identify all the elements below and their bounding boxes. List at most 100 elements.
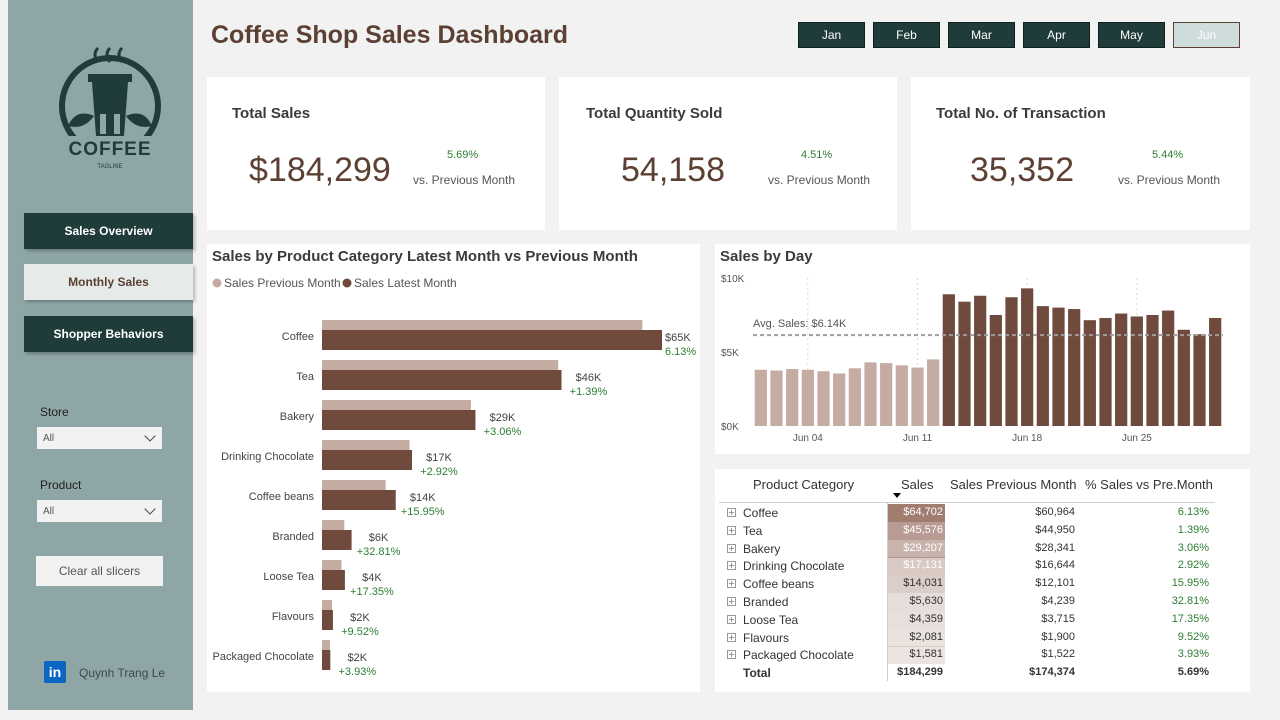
bar-change-label: +1.39% [570,386,608,398]
expand-icon[interactable] [727,561,736,571]
bar-value-label: $4K [362,572,382,584]
month-button-apr[interactable]: Apr [1023,22,1090,48]
cell-category: Flavours [743,630,790,645]
expand-icon[interactable] [727,614,736,624]
cell-sales-previous: $44,950 [1035,523,1075,536]
daily-sales-chart: $0K $5K $10K Jun 04 Jun 11 Jun 18 Jun 25 Avg. S… [721,274,1223,444]
bar-value-label: $46K [576,372,602,384]
legend-marker-latest [342,278,352,288]
column-divider [887,503,888,681]
table-row: Branded $5,630 $4,239 32.81% [719,593,1219,611]
cell-pct-change: 17.35% [1171,612,1209,625]
bar-latest-month [322,410,476,430]
store-slicer-label: Store [40,405,69,419]
expand-icon[interactable] [727,579,736,589]
cell-sales: $5,630 [887,593,945,611]
day-bar [1177,329,1190,426]
cell-pct-change: 3.93% [1177,648,1209,661]
bar-latest-month [322,330,662,350]
cell-total-label: Total [743,666,771,681]
header-divider [719,502,1215,503]
legend-label-latest: Sales Latest Month [354,276,457,290]
cell-category: Coffee [743,506,779,520]
cell-total-pct: 5.69% [1177,666,1209,679]
cell-sales-previous: $16,644 [1035,559,1075,572]
month-button-jun[interactable]: Jun [1173,22,1240,48]
bar-previous-month [322,640,330,650]
expand-icon[interactable] [727,543,736,553]
table-row: Drinking Chocolate $17,131 $16,644 2.92% [719,557,1219,576]
cell-sales: $1,581 [887,646,945,665]
bar-latest-month [322,490,396,510]
month-button-mar[interactable]: Mar [948,22,1015,48]
day-bar [958,301,971,426]
svg-text:COFFEE: COFFEE [68,139,151,160]
kpi-change: 4.51% [801,149,833,161]
sort-descending-icon[interactable] [893,493,901,498]
cell-total-sales: $184,299 [897,666,943,679]
bar-latest-month [322,650,331,670]
expand-icon[interactable] [727,597,736,606]
store-dropdown[interactable]: All [37,427,162,449]
expand-icon[interactable] [727,650,736,660]
table-total-row: Total $184,299 $174,374 5.69% [719,664,1219,682]
clear-slicers-button[interactable]: Clear all slicers [36,556,163,586]
expand-icon[interactable] [727,508,736,517]
header-sales[interactable]: Sales [901,477,934,492]
cell-pct-change: 2.92% [1177,559,1209,572]
header-sales-previous-month[interactable]: Sales Previous Month [950,477,1077,492]
chevron-down-icon [144,430,156,442]
bar-previous-month [322,360,559,370]
coffee-logo: COFFEE TAGLINE [58,46,162,170]
month-button-may[interactable]: May [1098,22,1165,48]
legend-marker-previous [212,278,222,288]
month-button-jan[interactable]: Jan [798,22,865,48]
bar-latest-month [322,370,562,390]
cell-pct-change: 32.81% [1171,595,1209,607]
product-dropdown[interactable]: All [37,500,162,522]
cell-sales-previous: $28,341 [1035,541,1075,554]
sidebar: COFFEE TAGLINE Sales Overview Monthly Sa… [8,0,193,710]
cell-sales: $4,359 [887,610,945,629]
month-button-feb[interactable]: Feb [873,22,940,48]
day-bar [942,294,955,426]
day-bar [974,295,987,426]
nav-shopper-behaviors[interactable]: Shopper Behaviors [24,316,193,352]
day-bar [1036,306,1049,426]
header-product-category[interactable]: Product Category [753,477,855,492]
kpi-note: vs. Previous Month [1118,173,1221,187]
category-label: Packaged Chocolate [212,651,314,663]
nav-sales-overview[interactable]: Sales Overview [24,213,193,249]
header-pct-change[interactable]: % Sales vs Pre.Month [1085,477,1213,492]
expand-icon[interactable] [727,632,736,642]
svg-text:TAGLINE: TAGLINE [97,164,122,170]
cell-category: Bakery [743,541,781,556]
day-bar [1021,288,1034,426]
table-row: Tea $45,576 $44,950 1.39% [719,521,1219,540]
cell-pct-change: 15.95% [1171,577,1209,590]
linkedin-icon[interactable]: in [44,661,66,683]
day-bar [911,367,924,426]
day-bar [833,373,846,426]
expand-icon[interactable] [727,525,736,535]
nav-monthly-sales[interactable]: Monthly Sales [24,264,193,300]
cell-sales-previous: $60,964 [1035,506,1075,518]
category-label: Bakery [280,411,315,423]
bar-previous-month [322,400,471,410]
category-chart-title: Sales by Product Category Latest Month v… [212,248,638,265]
cell-total-previous: $174,374 [1029,666,1075,679]
day-bar [1162,310,1175,426]
table-row: Coffee $64,702 $60,964 6.13% [719,504,1219,522]
day-bar [1130,316,1143,426]
category-table-panel: Product Category Sales Sales Previous Mont… [715,469,1250,692]
category-label: Coffee beans [249,491,315,503]
table-row: Flavours $2,081 $1,900 9.52% [719,628,1219,647]
x-tick-label: Jun 04 [793,433,823,444]
kpi-change: 5.44% [1152,149,1184,161]
table-row: Packaged Chocolate $1,581 $1,522 3.93% [719,646,1219,665]
day-bar [1209,317,1222,426]
kpi-title: Total Sales [232,105,311,122]
store-dropdown-value: All [43,433,55,444]
kpi-card-total-transactions: Total No. of Transaction 35,352 5.44% vs… [911,77,1250,230]
